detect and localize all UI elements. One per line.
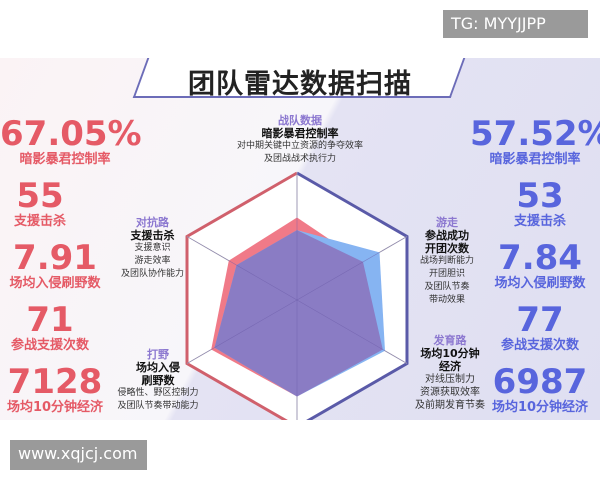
radar-overlap — [214, 230, 383, 397]
left-stat-jungle-invade: 7.91 场均入侵刷野数 — [0, 240, 110, 292]
stat-label: 暗影暴君控制率 — [489, 152, 581, 167]
axis-desc: 及前期发育节奏 — [415, 400, 485, 411]
axis-desc: 及团队协作能力 — [120, 269, 184, 279]
axis-heading: 发育路 — [433, 334, 467, 347]
stat-value: 7.84 — [498, 238, 582, 278]
axis-desc: 及团队节奏 — [424, 282, 470, 292]
axis-desc: 支援意识 — [134, 243, 171, 253]
left-stat-assist-kills: 55 支援击杀 — [0, 178, 80, 230]
axis-metric: 开团次数 — [425, 242, 469, 255]
left-stat-control-rate: 67.05% 暗影暴君控制率 — [0, 114, 142, 168]
stat-label: 场均10分钟经济 — [6, 400, 104, 415]
axis-label-top: 战队数据 暗影暴君控制率 对中期关键中立资源的争夺效率 及团战战术执行力 — [200, 114, 400, 166]
stat-label: 参战支援次数 — [10, 338, 89, 353]
axis-desc: 及团队节奏带动能力 — [117, 401, 199, 411]
stat-value: 77 — [516, 300, 564, 340]
stat-label: 暗影暴君控制率 — [19, 152, 111, 167]
axis-desc: 侵略性、野区控制力 — [117, 388, 199, 398]
stat-label: 场均10分钟经济 — [491, 400, 589, 415]
page-title: 团队雷达数据扫描 — [188, 69, 412, 100]
stat-value: 67.05% — [0, 114, 142, 154]
watermark-top: TG: MYYJJPP — [443, 10, 588, 38]
left-stat-support-count: 71 参战支援次数 — [0, 302, 100, 354]
axis-heading: 打野 — [147, 348, 169, 361]
axis-desc: 及团战战术执行力 — [263, 154, 336, 164]
right-stat-assist-kills: 53 支援击杀 — [500, 178, 580, 230]
stat-value: 57.52% — [470, 114, 600, 154]
axis-desc: 带动效果 — [428, 295, 465, 305]
watermark-bottom: www.xqjcj.com — [10, 440, 147, 470]
axis-metric: 刷野数 — [141, 374, 175, 387]
radar-border-right — [296, 171, 409, 420]
axis-heading: 对抗路 — [136, 216, 169, 229]
stat-value: 55 — [16, 176, 64, 216]
stat-label: 参战支援次数 — [500, 338, 579, 353]
axis-desc: 资源获取效率 — [420, 387, 480, 398]
infographic-panel: 团队雷达数据扫描 67.05% 暗影暴君控制率 55 支援击杀 7.91 场均入侵刷野… — [0, 58, 600, 420]
stat-value: 71 — [26, 300, 74, 340]
axis-desc: 对线压制力 — [425, 374, 475, 385]
axis-label-upper-left: 对抗路 支援击杀 支援意识 游走效率 及团队协作能力 — [115, 216, 190, 281]
stat-label: 支援击杀 — [513, 214, 566, 229]
right-stat-10min-gold: 6987 场均10分钟经济 — [485, 364, 595, 416]
axis-desc: 对中期关键中立资源的争夺效率 — [236, 141, 363, 151]
axis-label-upper-right: 游走 参战成功 开团次数 战场判断能力 开团胆识 及团队节奏 带动效果 — [412, 216, 482, 307]
radar-axis-line-inner — [186, 299, 298, 364]
axis-heading: 游走 — [436, 216, 458, 229]
axis-metric: 参战成功 — [425, 229, 469, 242]
axis-desc: 游走效率 — [134, 256, 171, 266]
axis-desc: 开团胆识 — [428, 269, 465, 279]
right-stat-jungle-invade: 7.84 场均入侵刷野数 — [485, 240, 595, 292]
radar-border-left — [185, 171, 298, 420]
radar-axis-line-inner — [186, 236, 298, 301]
stat-value: 7128 — [7, 362, 103, 402]
stat-value: 53 — [516, 176, 564, 216]
stat-value: 6987 — [492, 362, 588, 402]
right-stat-support-count: 77 参战支援次数 — [490, 302, 590, 354]
axis-heading: 战队数据 — [278, 114, 322, 127]
axis-label-lower-right: 发育路 场均10分钟 经济 对线压制力 资源获取效率 及前期发育节奏 — [404, 334, 496, 412]
stat-label: 支援击杀 — [13, 214, 66, 229]
axis-metric: 经济 — [439, 360, 461, 373]
axis-desc: 战场判断能力 — [419, 256, 474, 266]
stat-value: 7.91 — [13, 238, 97, 278]
right-stat-control-rate: 57.52% 暗影暴君控制率 — [470, 116, 600, 168]
stat-label: 场均入侵刷野数 — [494, 276, 586, 291]
radar-axis-line-inner — [296, 299, 408, 364]
left-stat-10min-gold: 7128 场均10分钟经济 — [0, 364, 110, 416]
axis-metric: 支援击杀 — [130, 229, 175, 242]
stat-label: 场均入侵刷野数 — [9, 276, 101, 291]
radar-chart — [185, 171, 409, 420]
radar-axis-line-inner — [296, 236, 408, 301]
axis-label-lower-left: 打野 场均入侵 刷野数 侵略性、野区控制力 及团队节奏带动能力 — [113, 348, 203, 413]
axis-metric: 暗影暴君控制率 — [261, 127, 339, 140]
axis-metric: 场均入侵 — [136, 361, 180, 374]
axis-metric: 场均10分钟 — [420, 347, 480, 360]
